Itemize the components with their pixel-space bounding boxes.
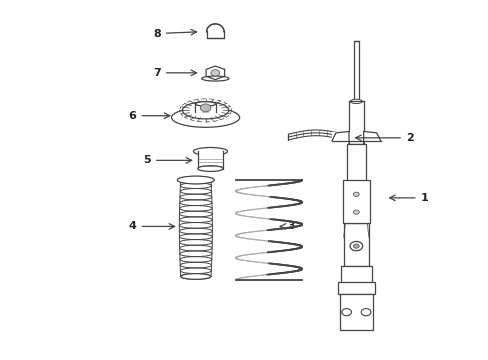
Text: 3: 3 — [280, 221, 294, 231]
Text: 7: 7 — [153, 68, 196, 78]
Circle shape — [361, 309, 370, 316]
Text: 6: 6 — [128, 111, 169, 121]
Bar — [348, 102, 363, 144]
Ellipse shape — [195, 104, 215, 112]
Circle shape — [353, 210, 359, 214]
Text: 4: 4 — [128, 221, 174, 231]
Polygon shape — [205, 66, 224, 80]
Bar — [198, 152, 223, 168]
Text: 8: 8 — [153, 28, 196, 39]
Bar — [343, 223, 368, 266]
Circle shape — [200, 104, 210, 112]
Circle shape — [353, 244, 359, 248]
Circle shape — [341, 309, 351, 316]
Ellipse shape — [350, 99, 362, 104]
Ellipse shape — [181, 274, 210, 279]
Bar — [206, 31, 224, 38]
Bar — [340, 266, 371, 294]
Text: 5: 5 — [143, 156, 191, 165]
Ellipse shape — [182, 102, 228, 119]
Bar — [337, 282, 374, 294]
Text: 2: 2 — [355, 133, 413, 143]
Circle shape — [349, 242, 362, 251]
Ellipse shape — [171, 108, 239, 127]
Ellipse shape — [193, 148, 227, 156]
Bar — [339, 294, 372, 330]
Ellipse shape — [198, 166, 223, 171]
Ellipse shape — [195, 102, 215, 106]
Ellipse shape — [201, 76, 228, 81]
Circle shape — [353, 192, 359, 197]
Polygon shape — [331, 132, 380, 141]
Ellipse shape — [177, 176, 214, 184]
Bar — [342, 180, 369, 223]
Text: 1: 1 — [389, 193, 427, 203]
Polygon shape — [206, 24, 224, 32]
Bar — [195, 103, 215, 112]
Bar — [353, 41, 358, 102]
Circle shape — [210, 69, 219, 76]
Bar — [346, 144, 365, 208]
